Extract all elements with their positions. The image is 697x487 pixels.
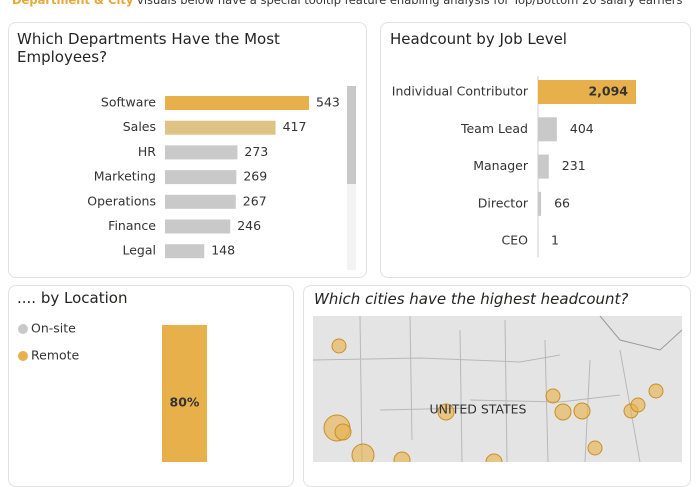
category-label: Finance: [108, 218, 156, 233]
category-label: CEO: [502, 233, 529, 248]
legend-marker: [18, 351, 28, 361]
category-label: Sales: [123, 119, 156, 134]
chart-title: .... by Location: [17, 289, 277, 307]
category-label: Software: [101, 95, 156, 110]
data-label: 269: [243, 169, 267, 184]
category-label: Director: [478, 195, 529, 210]
chart-title: Headcount by Job Level: [390, 30, 680, 48]
bar: [165, 96, 309, 110]
category-label: Legal: [122, 243, 156, 258]
bar: [538, 192, 541, 216]
scrollbar-thumb[interactable]: [347, 86, 356, 184]
category-label: Individual Contributor: [392, 84, 529, 99]
bar: [165, 145, 237, 159]
data-label: 267: [243, 193, 267, 208]
bar: [165, 195, 236, 209]
dashboard: Department & City visuals below have a s…: [0, 0, 697, 462]
map: [313, 316, 682, 462]
data-label: 80%: [170, 395, 200, 410]
bar: [165, 121, 276, 135]
data-label: 273: [244, 144, 268, 159]
bar: [165, 244, 204, 258]
chart-title: Which cities have the highest headcount?: [314, 290, 674, 308]
bar: [538, 155, 549, 179]
chart-title: Which Departments Have the Most Employee…: [17, 30, 307, 66]
data-label: 417: [283, 119, 307, 134]
category-label: HR: [138, 144, 156, 159]
bar: [165, 220, 230, 234]
legend-label: On-site: [31, 321, 76, 336]
legend-label: Remote: [31, 348, 80, 363]
data-label: 543: [316, 95, 340, 110]
legend-marker: [18, 324, 28, 334]
data-label: 404: [570, 121, 594, 136]
data-label: 148: [211, 243, 235, 258]
bar: [165, 170, 236, 184]
category-label: Team Lead: [460, 121, 528, 136]
map-label: UNITED STATES: [430, 402, 527, 417]
bar-segment: [162, 325, 207, 462]
data-label: 246: [237, 218, 261, 233]
category-label: Operations: [87, 193, 156, 208]
data-label: 1: [551, 233, 559, 248]
data-label: 231: [562, 158, 586, 173]
category-label: Manager: [473, 158, 529, 173]
chart-canvas: Software 543 Sales 417 HR 273 Marketing 269 Oper…: [0, 0, 697, 462]
data-label: 66: [554, 195, 570, 210]
data-label: 2,094: [588, 84, 628, 99]
category-label: Marketing: [94, 169, 156, 184]
bar: [538, 117, 557, 141]
